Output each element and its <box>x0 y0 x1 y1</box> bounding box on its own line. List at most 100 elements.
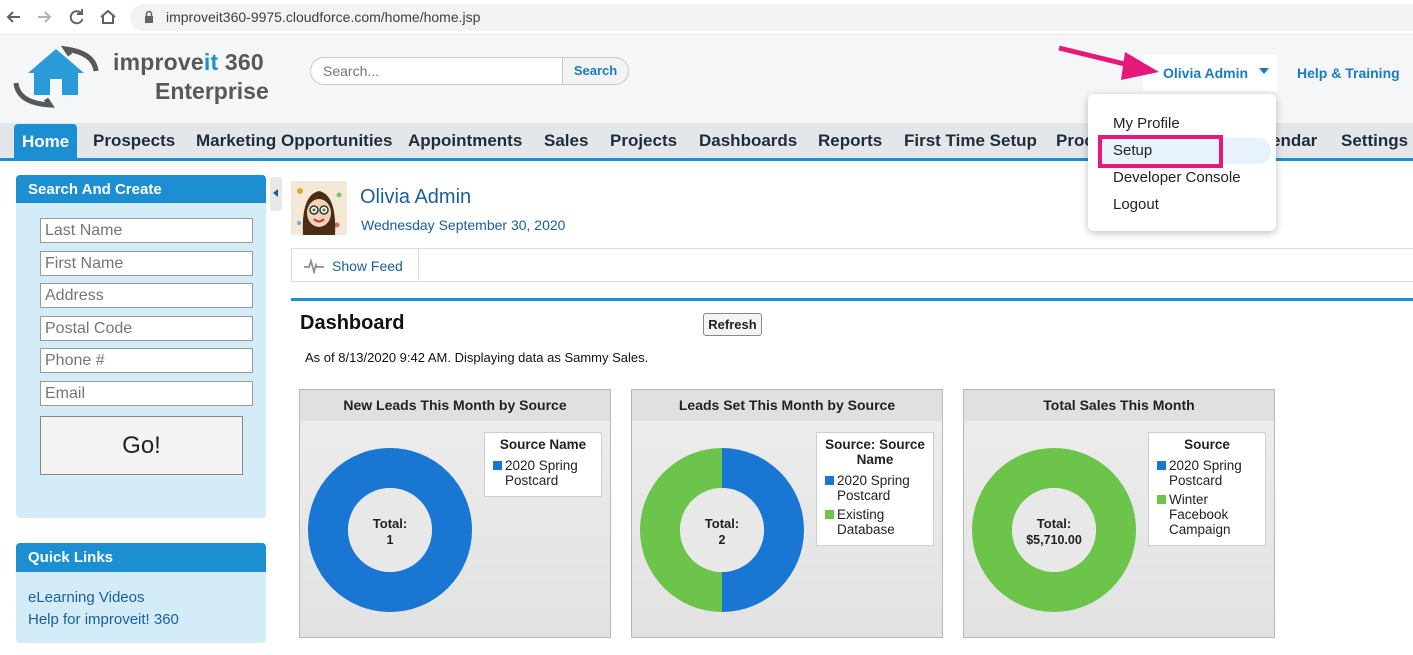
search-button[interactable]: Search <box>562 57 629 85</box>
legend-item: 2020 Spring Postcard <box>825 473 925 503</box>
legend-label: 2020 Spring Postcard <box>1169 458 1242 488</box>
legend-item: 2020 Spring Postcard <box>1157 458 1257 488</box>
reload-icon[interactable] <box>65 6 87 28</box>
address-bar[interactable]: improveit360-9975.cloudforce.com/home/ho… <box>130 4 1413 31</box>
profile-name-link[interactable]: Olivia Admin <box>360 186 472 208</box>
donut-total-label: Total: <box>705 516 739 531</box>
chart-legend: Source 2020 Spring Postcard Winter Faceboo… <box>1148 432 1266 546</box>
back-arrow-icon[interactable] <box>3 6 25 28</box>
email-field[interactable] <box>40 381 253 406</box>
go-button[interactable]: Go! <box>40 416 243 475</box>
chart-body: Total: 2 Source: Source Name 2020 Spring Po… <box>632 421 942 637</box>
last-name-field[interactable] <box>40 218 253 243</box>
legend-title: Source Name <box>499 437 587 452</box>
user-menu-button[interactable]: Olivia Admin <box>1143 55 1277 91</box>
chart-title: Total Sales This Month <box>964 390 1274 421</box>
dashboard-chart-panel[interactable]: Leads Set This Month by Source Total: 2 Sou… <box>631 389 943 638</box>
logo-text-line2: Enterprise <box>155 78 269 104</box>
legend-label: Winter Facebook Campaign <box>1169 492 1231 537</box>
first-name-field[interactable] <box>40 251 253 276</box>
legend-swatch <box>1157 495 1166 504</box>
dashboard-chart-panel[interactable]: New Leads This Month by Source Total: 1 Sou… <box>299 389 611 638</box>
refresh-button[interactable]: Refresh <box>703 313 762 336</box>
improveit-logo[interactable] <box>10 45 102 109</box>
tab-dashboards[interactable]: Dashboards <box>699 131 798 150</box>
tab-proc[interactable]: Proc <box>1056 131 1094 150</box>
donut-chart: Total: 2 <box>640 448 804 612</box>
chevron-left-icon <box>273 189 278 197</box>
search-and-create-title: Search And Create <box>16 175 266 203</box>
dashboard-section: Dashboard Refresh As of 8/13/2020 9:42 A… <box>291 298 1413 655</box>
address-field[interactable] <box>40 283 253 308</box>
quick-links-title: Quick Links <box>16 543 266 572</box>
tab-first-time-setup[interactable]: First Time Setup <box>904 131 1037 150</box>
postal-code-field[interactable] <box>40 316 253 341</box>
legend-label: Existing Database <box>837 507 895 537</box>
global-search-input[interactable] <box>310 57 563 85</box>
caret-down-icon <box>1259 68 1269 74</box>
tab-settings[interactable]: Settings <box>1341 131 1409 150</box>
avatar[interactable] <box>291 181 347 235</box>
phone-field[interactable] <box>40 348 253 373</box>
donut-hole <box>680 488 764 572</box>
donut-total-label: Total: <box>1037 516 1071 531</box>
tab-projects[interactable]: Projects <box>610 131 678 150</box>
show-feed-button[interactable]: Show Feed <box>291 249 419 282</box>
menu-item-setup[interactable]: Setup <box>1113 142 1153 159</box>
quick-link-help[interactable]: Help for improveit! 360 <box>28 611 179 628</box>
legend-title: Source: Source Name <box>825 437 925 467</box>
annotation-arrow-icon <box>1058 45 1159 80</box>
menu-item-logout[interactable]: Logout <box>1113 196 1159 213</box>
donut-slice[interactable] <box>972 448 1136 612</box>
profile-date: Wednesday September 30, 2020 <box>361 217 566 233</box>
dashboard-chart-panel[interactable]: Total Sales This Month Total: $5,710.00 Sou… <box>963 389 1275 638</box>
legend-label: 2020 Spring Postcard <box>837 473 910 503</box>
donut-chart: Total: $5,710.00 <box>972 448 1136 612</box>
dashboard-as-of-text: As of 8/13/2020 9:42 AM. Displaying data… <box>305 350 649 365</box>
legend-swatch <box>825 476 834 485</box>
legend-item: Winter Facebook Campaign <box>1157 492 1257 537</box>
donut-slice[interactable] <box>308 448 472 612</box>
legend-title: Source <box>1184 437 1230 452</box>
feed-bar: Show Feed <box>291 248 1413 282</box>
donut-total-label: Total: <box>373 516 407 531</box>
chart-legend: Source: Source Name 2020 Spring Postcard E… <box>816 432 934 546</box>
user-dropdown-menu: My Profile Setup Developer Console Logou… <box>1088 94 1276 231</box>
menu-item-my-profile[interactable]: My Profile <box>1113 115 1180 132</box>
setup-hover-highlight <box>1096 138 1271 164</box>
dashboard-title: Dashboard <box>300 312 405 334</box>
chart-body: Total: $5,710.00 Source 2020 Spring Postcar… <box>964 421 1274 637</box>
legend-swatch <box>825 510 834 519</box>
logo-text-line1: improveit 360 <box>113 49 264 75</box>
donut-slice[interactable] <box>640 448 722 612</box>
tab-prospects[interactable]: Prospects <box>93 131 176 150</box>
home-icon[interactable] <box>97 6 119 28</box>
legend-swatch <box>1157 461 1166 470</box>
menu-item-developer-console[interactable]: Developer Console <box>1113 169 1241 186</box>
donut-hole <box>348 488 432 572</box>
show-feed-label: Show Feed <box>332 258 403 274</box>
donut-chart: Total: 1 <box>308 448 472 612</box>
legend-swatch <box>493 461 502 470</box>
donut-total-value: 1 <box>387 533 394 547</box>
quick-link-elearning[interactable]: eLearning Videos <box>28 589 145 606</box>
user-menu-name: Olivia Admin <box>1163 65 1249 81</box>
browser-toolbar: improveit360-9975.cloudforce.com/home/ho… <box>0 0 1413 35</box>
donut-slice[interactable] <box>722 448 804 612</box>
chart-legend: Source Name 2020 Spring Postcard <box>484 432 602 497</box>
legend-item: Existing Database <box>825 507 925 537</box>
chart-title: New Leads This Month by Source <box>300 390 610 421</box>
donut-hole <box>1012 488 1096 572</box>
donut-total-value: 2 <box>719 533 726 547</box>
tab-calendar[interactable]: endar <box>1271 131 1318 150</box>
tab-marketing-opportunities[interactable]: Marketing Opportunities <box>196 131 393 150</box>
tab-appointments[interactable]: Appointments <box>408 131 523 150</box>
tab-home[interactable]: Home <box>14 124 78 158</box>
tab-sales[interactable]: Sales <box>544 131 589 150</box>
chart-body: Total: 1 Source Name 2020 Spring Postcard <box>300 421 610 637</box>
tab-reports[interactable]: Reports <box>818 131 883 150</box>
pulse-icon <box>304 258 324 274</box>
forward-arrow-icon[interactable] <box>33 6 55 28</box>
help-training-link[interactable]: Help & Training <box>1297 65 1400 81</box>
sidebar-collapse-handle[interactable] <box>270 177 282 211</box>
